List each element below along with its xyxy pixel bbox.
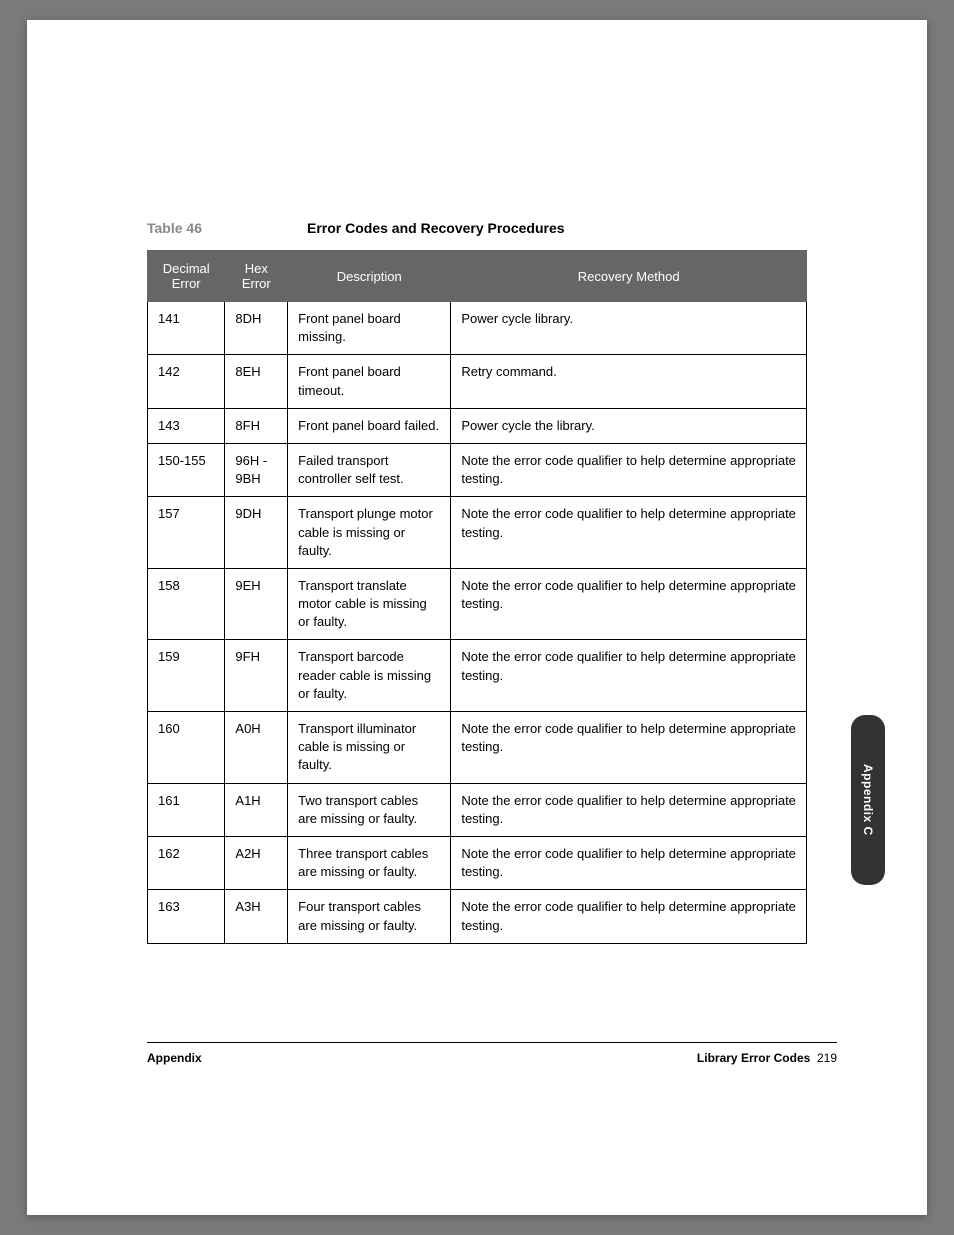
- cell-hex: A0H: [225, 712, 288, 784]
- table-row: 158 9EH Transport translate motor cable …: [148, 568, 807, 640]
- cell-hex: 8DH: [225, 302, 288, 355]
- cell-recovery: Power cycle library.: [451, 302, 807, 355]
- cell-decimal: 157: [148, 497, 225, 569]
- cell-decimal: 162: [148, 836, 225, 889]
- cell-description: Four transport cables are missing or fau…: [288, 890, 451, 943]
- footer-row: Appendix Library Error Codes 219: [147, 1051, 837, 1065]
- cell-recovery: Note the error code qualifier to help de…: [451, 890, 807, 943]
- table-row: 161 A1H Two transport cables are missing…: [148, 783, 807, 836]
- cell-recovery: Note the error code qualifier to help de…: [451, 836, 807, 889]
- cell-description: Failed transport controller self test.: [288, 443, 451, 496]
- table-caption: Table 46 Error Codes and Recovery Proced…: [147, 220, 837, 236]
- table-label: Table 46: [147, 220, 307, 236]
- cell-recovery: Note the error code qualifier to help de…: [451, 497, 807, 569]
- cell-hex: 8EH: [225, 355, 288, 408]
- table-row: 150-155 96H - 9BH Failed transport contr…: [148, 443, 807, 496]
- cell-description: Two transport cables are missing or faul…: [288, 783, 451, 836]
- cell-hex: A1H: [225, 783, 288, 836]
- cell-decimal: 161: [148, 783, 225, 836]
- document-page: Table 46 Error Codes and Recovery Proced…: [27, 20, 927, 1215]
- footer-divider: [147, 1042, 837, 1043]
- table-row: 157 9DH Transport plunge motor cable is …: [148, 497, 807, 569]
- cell-hex: 9DH: [225, 497, 288, 569]
- cell-description: Transport barcode reader cable is missin…: [288, 640, 451, 712]
- cell-description: Transport plunge motor cable is missing …: [288, 497, 451, 569]
- col-header-hex: Hex Error: [225, 251, 288, 302]
- cell-decimal: 158: [148, 568, 225, 640]
- cell-hex: A2H: [225, 836, 288, 889]
- cell-hex: 8FH: [225, 408, 288, 443]
- error-codes-table: Decimal Error Hex Error Description Reco…: [147, 250, 807, 944]
- cell-hex: 96H - 9BH: [225, 443, 288, 496]
- cell-recovery: Retry command.: [451, 355, 807, 408]
- side-tab-label: Appendix C: [861, 764, 875, 836]
- cell-hex: 9EH: [225, 568, 288, 640]
- footer-page-number: 219: [817, 1051, 837, 1065]
- cell-recovery: Note the error code qualifier to help de…: [451, 640, 807, 712]
- cell-hex: A3H: [225, 890, 288, 943]
- cell-description: Transport illuminator cable is missing o…: [288, 712, 451, 784]
- cell-recovery: Note the error code qualifier to help de…: [451, 568, 807, 640]
- cell-description: Transport translate motor cable is missi…: [288, 568, 451, 640]
- cell-decimal: 141: [148, 302, 225, 355]
- footer-left: Appendix: [147, 1051, 202, 1065]
- side-tab: Appendix C: [851, 715, 885, 885]
- cell-recovery: Note the error code qualifier to help de…: [451, 783, 807, 836]
- table-title: Error Codes and Recovery Procedures: [307, 220, 565, 236]
- cell-recovery: Power cycle the library.: [451, 408, 807, 443]
- col-header-decimal: Decimal Error: [148, 251, 225, 302]
- col-header-description: Description: [288, 251, 451, 302]
- table-row: 143 8FH Front panel board failed. Power …: [148, 408, 807, 443]
- cell-description: Three transport cables are missing or fa…: [288, 836, 451, 889]
- cell-recovery: Note the error code qualifier to help de…: [451, 712, 807, 784]
- cell-description: Front panel board timeout.: [288, 355, 451, 408]
- cell-decimal: 159: [148, 640, 225, 712]
- cell-description: Front panel board missing.: [288, 302, 451, 355]
- table-header-row: Decimal Error Hex Error Description Reco…: [148, 251, 807, 302]
- cell-hex: 9FH: [225, 640, 288, 712]
- table-body: 141 8DH Front panel board missing. Power…: [148, 302, 807, 944]
- footer-title: Library Error Codes: [697, 1051, 810, 1065]
- cell-decimal: 150-155: [148, 443, 225, 496]
- cell-decimal: 160: [148, 712, 225, 784]
- cell-description: Front panel board failed.: [288, 408, 451, 443]
- page-footer: Appendix Library Error Codes 219: [147, 1042, 837, 1065]
- cell-decimal: 163: [148, 890, 225, 943]
- cell-decimal: 143: [148, 408, 225, 443]
- table-row: 142 8EH Front panel board timeout. Retry…: [148, 355, 807, 408]
- table-row: 141 8DH Front panel board missing. Power…: [148, 302, 807, 355]
- table-row: 160 A0H Transport illuminator cable is m…: [148, 712, 807, 784]
- table-row: 159 9FH Transport barcode reader cable i…: [148, 640, 807, 712]
- cell-decimal: 142: [148, 355, 225, 408]
- footer-right: Library Error Codes 219: [697, 1051, 837, 1065]
- table-row: 163 A3H Four transport cables are missin…: [148, 890, 807, 943]
- cell-recovery: Note the error code qualifier to help de…: [451, 443, 807, 496]
- col-header-recovery: Recovery Method: [451, 251, 807, 302]
- table-row: 162 A2H Three transport cables are missi…: [148, 836, 807, 889]
